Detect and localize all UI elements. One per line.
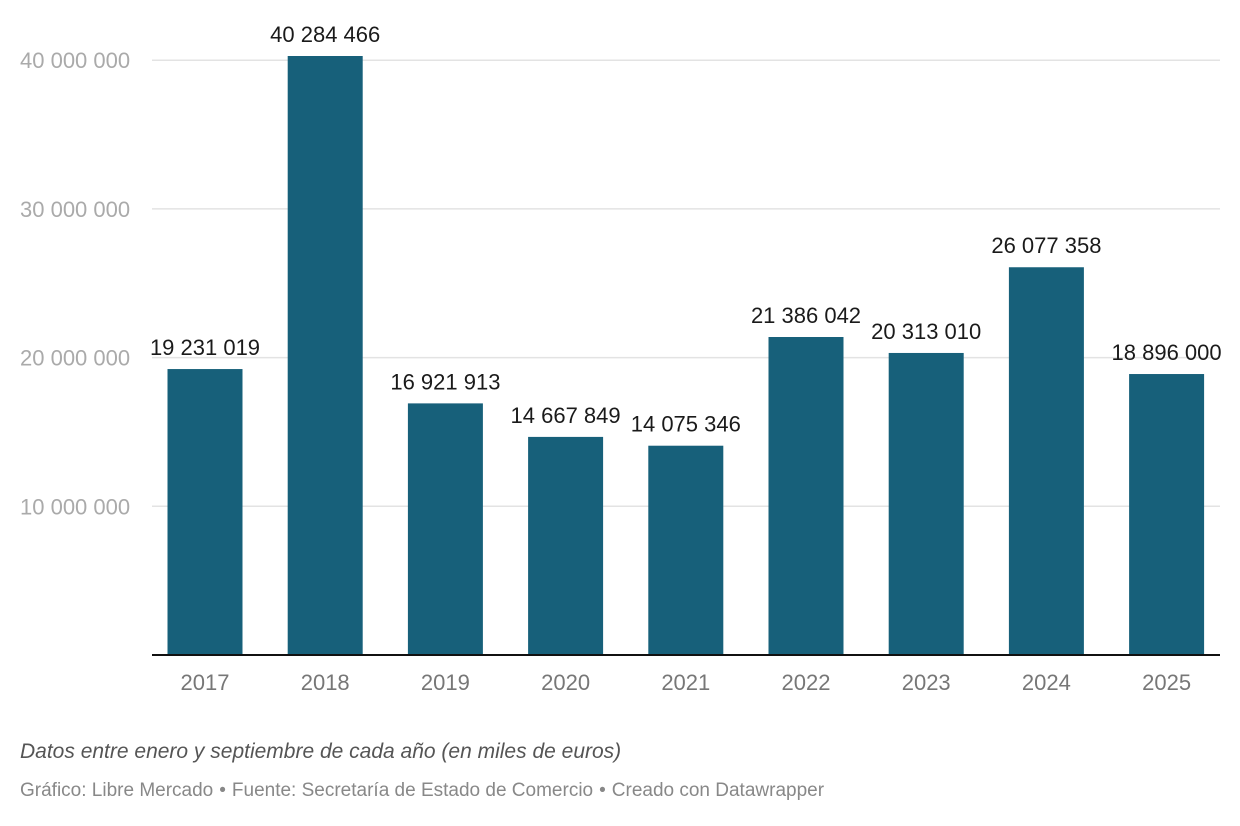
credit-chart: Gráfico: Libre Mercado xyxy=(20,780,214,801)
x-tick-label-2017: 2017 xyxy=(181,670,230,695)
credit-tool: Creado con Datawrapper xyxy=(611,780,825,801)
chart-note: Datos entre enero y septiembre de cada a… xyxy=(20,740,622,763)
value-label-2017: 19 231 019 xyxy=(150,335,260,360)
chart-credits: Gráfico: Libre Mercado • Fuente: Secretarí… xyxy=(20,780,824,802)
value-label-2019: 16 921 913 xyxy=(390,369,500,394)
bar-2018 xyxy=(287,56,363,655)
x-axis-tick-labels: 2017 2018 2019 2020 2021 2022 2023 2024 2025 xyxy=(181,670,1192,695)
x-tick-label-2021: 2021 xyxy=(661,670,710,695)
x-tick-label-2019: 2019 xyxy=(421,670,470,695)
value-label-2025: 18 896 000 xyxy=(1112,340,1222,365)
bar-2017 xyxy=(167,369,243,655)
value-label-2020: 14 667 849 xyxy=(511,403,621,428)
bar-chart: 10 000 000 20 000 000 30 000 000 40 000 000… xyxy=(20,22,1222,695)
x-tick-label-2020: 2020 xyxy=(541,670,590,695)
x-tick-label-2018: 2018 xyxy=(301,670,350,695)
bar-2025 xyxy=(1129,374,1205,655)
x-tick-label-2022: 2022 xyxy=(782,670,831,695)
x-tick-label-2023: 2023 xyxy=(902,670,951,695)
bar-2022 xyxy=(768,337,844,655)
y-axis-tick-labels: 10 000 000 20 000 000 30 000 000 40 000 000 xyxy=(20,48,130,519)
bars xyxy=(167,56,1205,655)
bar-2020 xyxy=(528,436,604,655)
y-tick-label: 30 000 000 xyxy=(20,197,130,222)
x-tick-label-2024: 2024 xyxy=(1022,670,1071,695)
value-label-2024: 26 077 358 xyxy=(991,233,1101,258)
value-label-2022: 21 386 042 xyxy=(751,303,861,328)
bar-2019 xyxy=(407,403,483,655)
value-label-2023: 20 313 010 xyxy=(871,319,981,344)
value-label-2021: 14 075 346 xyxy=(631,412,741,437)
bar-value-labels: 19 231 019 40 284 466 16 921 913 14 667 849… xyxy=(150,22,1222,437)
y-tick-label: 20 000 000 xyxy=(20,346,130,371)
bar-2024 xyxy=(1008,267,1084,655)
bar-2021 xyxy=(648,445,724,655)
value-label-2018: 40 284 466 xyxy=(270,22,380,47)
credit-separator: • xyxy=(219,780,226,801)
y-tick-label: 40 000 000 xyxy=(20,48,130,73)
credit-source: Fuente: Secretaría de Estado de Comercio xyxy=(231,780,594,801)
credit-separator: • xyxy=(599,780,606,801)
x-tick-label-2025: 2025 xyxy=(1142,670,1191,695)
y-tick-label: 10 000 000 xyxy=(20,494,130,519)
bar-2023 xyxy=(888,352,964,655)
